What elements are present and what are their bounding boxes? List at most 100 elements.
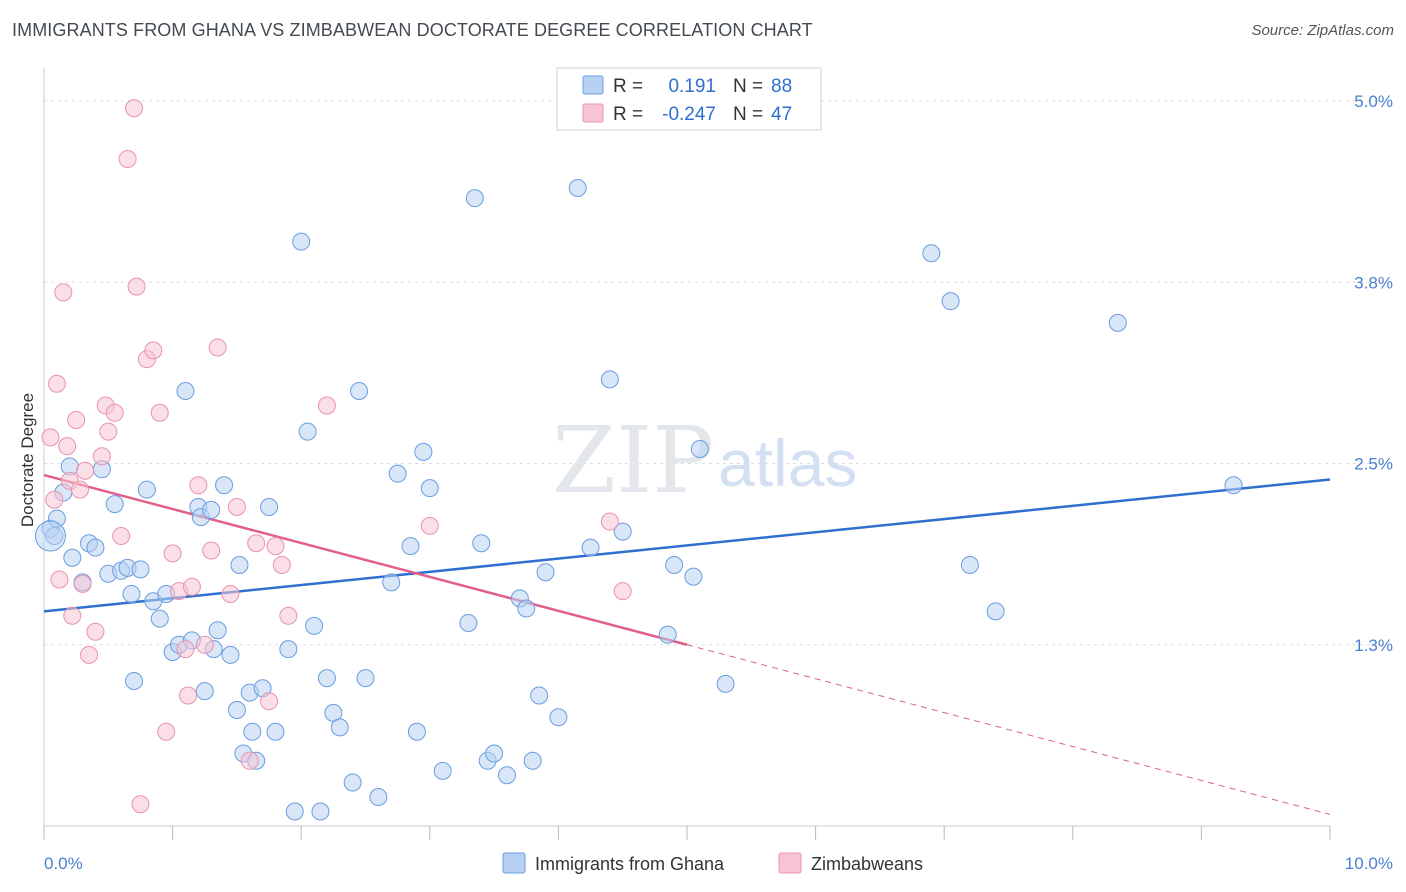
zimbabwean-point [202,541,221,560]
zimbabwean-point [279,606,298,625]
zimbabwean-point [272,556,291,574]
gridlines [44,100,1390,646]
zimbabwean-point [176,640,195,659]
zimbabwean-trend-line-extrapolated [686,644,1331,815]
zimbabwean-point [150,403,169,422]
ghana-point [530,686,549,705]
ghana-point [665,556,684,574]
y-tick-label: 2.5% [1354,455,1393,474]
ghana-point [202,500,221,519]
legend-r-label: R = [613,76,643,97]
ghana-point [260,498,279,516]
data-points [34,99,1243,821]
axes [43,68,1331,840]
bottom-legend-swatch-zimbabweans [778,852,802,874]
ghana-point [472,534,491,553]
ghana-point [658,625,677,644]
legend-swatch-zimbabweans [582,103,604,123]
ghana-point [369,788,388,806]
ghana-point [922,244,941,263]
ghana-point [279,640,298,659]
zimbabwean-point [221,585,240,603]
zimbabwean-point [58,437,77,456]
ghana-point [356,669,375,688]
zimbabwean-point [420,516,439,535]
legend-r-label: R = [613,104,643,125]
ghana-point [941,292,960,311]
zimbabwean-point [131,795,150,814]
ghana-trend-line [43,478,1331,613]
zimbabwean-point [208,338,227,357]
ghana-point [1108,313,1127,332]
ghana-point [388,464,407,483]
ghana-point [581,538,600,557]
zimbabwean-point [71,480,90,499]
ghana-point [485,744,504,763]
ghana-point [305,616,324,635]
y-tick-labels: 1.3% 2.5% 3.8% 5.0% [1354,92,1393,655]
zimbabwean-point [317,396,336,415]
legend-r-value-zimbabweans: -0.247 [662,104,716,125]
watermark: ZIP atlas [552,407,857,514]
ghana-point [137,480,156,499]
ghana-point [125,672,144,690]
zimbabwean-point [112,527,131,545]
zimbabwean-point [80,645,99,664]
zimbabwean-point [182,577,201,596]
ghana-point [122,585,141,603]
ghana-point [317,669,336,688]
legend-n-value-zimbabweans: 47 [771,104,792,125]
ghana-point [433,761,452,780]
legend-n-value-ghana: 88 [771,76,792,97]
ghana-point [497,766,516,785]
zimbabwean-point [144,341,163,360]
ghana-point [176,382,195,400]
zimbabwean-point [179,686,198,705]
ghana-point [420,479,439,498]
y-tick-label: 1.3% [1354,636,1393,655]
zimbabwean-point [76,461,95,480]
zimbabwean-point [50,570,69,589]
ghana-point [105,495,124,514]
zimbabwean-point [189,476,208,495]
bottom-legend-label-zimbabweans: Zimbabweans [811,854,923,874]
ghana-point [208,621,227,640]
zimbabwean-point [163,544,182,563]
zimbabwean-point [125,99,144,118]
ghana-point [382,573,401,592]
ghana-point [86,538,105,557]
zimbabwean-point [613,582,632,601]
ghana-point [285,802,304,821]
zimbabwean-point [260,692,279,711]
zimbabwean-point [54,283,73,302]
ghana-point [407,722,426,741]
y-tick-label: 3.8% [1354,273,1393,292]
zimbabwean-point [127,277,146,296]
chart-title: IMMIGRANTS FROM GHANA VS ZIMBABWEAN DOCT… [12,20,813,40]
ghana-point [684,567,703,586]
ghana-point [292,232,311,251]
zimbabwean-point [47,374,66,393]
legend-box: R = 0.191 N = 88 R = -0.247 N = 47 [556,67,822,131]
ghana-point [150,609,169,628]
legend-r-value-ghana: 0.191 [668,76,716,97]
zimbabwean-point [118,150,137,168]
ghana-point [401,537,420,556]
ghana-point [343,773,362,792]
ghana-point [549,708,568,727]
ghana-point [613,522,632,541]
bottom-legend-label-ghana: Immigrants from Ghana [535,854,725,874]
ghana-point [517,599,536,618]
zimbabwean-point [86,622,105,641]
zimbabwean-point [227,498,246,516]
source-note: Source: ZipAtlas.com [1251,22,1394,39]
ghana-point [414,442,433,461]
zimbabwean-point [92,447,111,466]
ghana-point [690,440,709,458]
zimbabwean-point [41,428,60,447]
x-tick-min: 0.0% [44,854,83,873]
legend-n-label: N = [733,76,763,97]
zimbabwean-trend-line [43,473,688,646]
bottom-legend: Immigrants from Ghana Zimbabweans [502,852,923,874]
